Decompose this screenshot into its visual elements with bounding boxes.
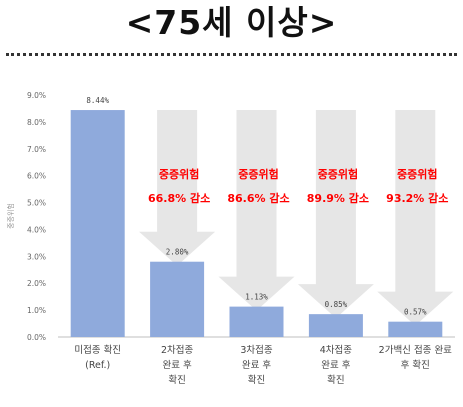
- bar: [150, 261, 205, 337]
- annotation-text: 93.2% 감소: [386, 191, 448, 205]
- y-tick-label: 1.0%: [27, 306, 46, 315]
- category-label: 확진: [168, 374, 185, 386]
- value-label: 0.57%: [404, 308, 427, 317]
- y-tick-label: 4.0%: [27, 225, 46, 234]
- chart-title: <75세 이상>: [125, 3, 338, 42]
- category-label: 3차접종: [240, 344, 273, 356]
- reduction-arrow: [377, 110, 454, 326]
- category-label: 완료 후: [242, 360, 271, 371]
- bar: [70, 110, 125, 338]
- y-tick-label: 3.0%: [27, 252, 46, 261]
- annotation-text: 중증위험: [159, 167, 199, 181]
- category-label: 미접종 확진: [74, 344, 121, 356]
- annotation-text: 89.9% 감소: [307, 191, 369, 205]
- annotation-text: 중증위험: [397, 167, 437, 181]
- y-tick-label: 8.0%: [27, 118, 46, 127]
- category-label: 확진: [327, 374, 344, 386]
- annotation-text: 66.8% 감소: [148, 191, 210, 205]
- category-label: 완료 후: [162, 360, 191, 371]
- reduction-arrows: [139, 110, 454, 326]
- bar: [229, 306, 284, 337]
- annotation-text: 중증위험: [318, 167, 358, 181]
- category-label: 2가백신 접종 완료: [379, 344, 453, 356]
- y-tick-label: 5.0%: [27, 199, 46, 208]
- value-label: 8.44%: [86, 96, 109, 105]
- y-tick-label: 2.0%: [27, 279, 46, 288]
- reduction-arrow: [297, 110, 374, 319]
- annotation-text: 86.6% 감소: [227, 191, 289, 205]
- y-tick-label: 9.0%: [27, 91, 46, 100]
- category-label: 2차접종: [161, 344, 194, 356]
- reduction-arrow: [139, 110, 216, 266]
- y-tick-label: 6.0%: [27, 172, 46, 181]
- y-tick-label: 0.0%: [27, 333, 46, 342]
- title-divider: [6, 53, 457, 56]
- category-label: 확진: [248, 374, 265, 386]
- value-label: 1.13%: [245, 293, 268, 302]
- y-tick-label: 7.0%: [27, 145, 46, 154]
- bar: [388, 321, 443, 337]
- y-axis-label: 중증위험: [7, 203, 15, 229]
- annotations: 중증위험 66.8% 감소 중증위험 86.6% 감소 중증위험 89.9% 감소 중증위험…: [148, 167, 448, 205]
- category-label: 4차접종: [320, 344, 353, 356]
- category-label: (Ref.): [85, 360, 110, 371]
- value-label: 0.85%: [325, 300, 348, 309]
- bars: [70, 110, 443, 338]
- value-labels: 8.44% 2.80% 1.13% 0.85% 0.57%: [86, 96, 427, 317]
- reduction-arrow: [218, 110, 295, 311]
- annotation-text: 중증위험: [238, 167, 278, 181]
- value-label: 2.80%: [166, 248, 189, 257]
- category-label: 후 확진: [401, 359, 430, 371]
- category-label: 완료 후: [321, 360, 350, 371]
- bar: [308, 314, 363, 337]
